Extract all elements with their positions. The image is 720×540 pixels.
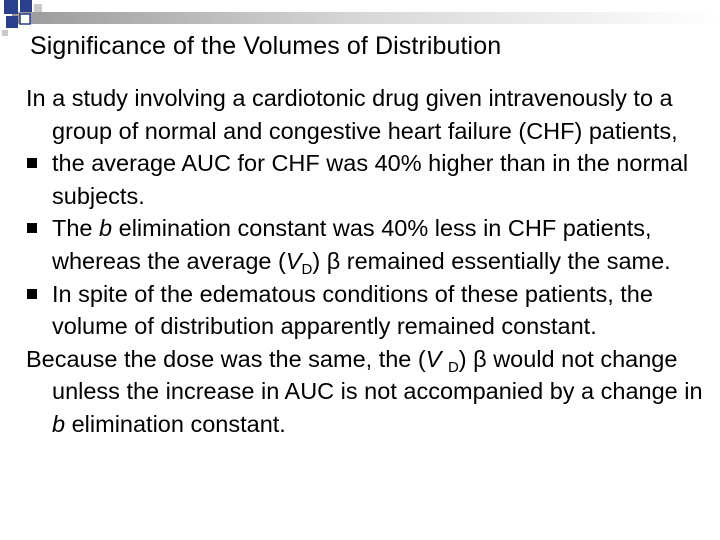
conclusion-sub: D xyxy=(447,358,459,376)
bullet-item-1: the average AUC for CHF was 40% higher t… xyxy=(26,147,710,212)
slide-title: Significance of the Volumes of Distribut… xyxy=(30,32,502,60)
slide-body: In a study involving a cardiotonic drug … xyxy=(26,82,710,441)
conclusion-italic: b xyxy=(52,410,66,437)
bullet-2-after: elimination constant was 40% less in CHF… xyxy=(52,215,652,274)
conclusion-middle: ) β would not change unless the increase… xyxy=(52,345,703,405)
bullet-2-v: V xyxy=(285,247,302,274)
conclusion-after: elimination constant. xyxy=(65,410,286,437)
black-square-icon xyxy=(27,223,37,234)
conclusion-before: Because the dose was the same, the ( xyxy=(26,345,426,372)
black-square-icon xyxy=(27,158,37,169)
bullet-text-3: In spite of the edematous conditions of … xyxy=(52,280,653,340)
decorative-squares-icon xyxy=(2,0,720,36)
bullet-2-sub: D xyxy=(301,260,313,278)
conclusion-paragraph: Because the dose was the same, the (V D)… xyxy=(26,343,710,441)
conclusion-v: V xyxy=(425,345,448,372)
bullet-2-italic: b xyxy=(99,215,113,242)
bullet-2-end: ) β remained essentially the same. xyxy=(312,247,671,274)
bullet-item-2: The b elimination constant was 40% less … xyxy=(26,212,710,277)
bullet-item-3: In spite of the edematous conditions of … xyxy=(26,278,710,343)
bullet-text-2: The b elimination constant was 40% less … xyxy=(52,212,710,277)
bullet-text-1: the average AUC for CHF was 40% higher t… xyxy=(52,150,689,209)
intro-paragraph: In a study involving a cardiotonic drug … xyxy=(26,85,678,144)
bullet-2-before: The xyxy=(52,215,100,242)
black-square-icon xyxy=(27,288,37,299)
